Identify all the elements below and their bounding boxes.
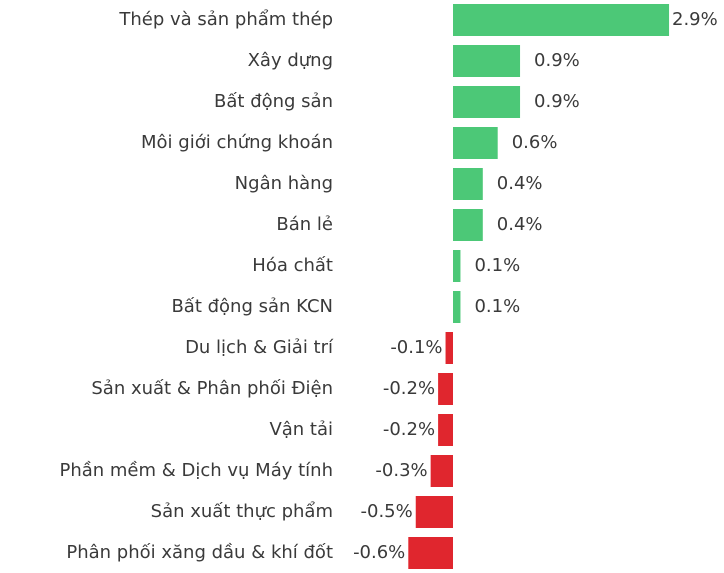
bar	[453, 168, 483, 200]
value-label: -0.2%	[383, 419, 435, 440]
bar	[408, 537, 453, 569]
category-label: Bán lẻ	[276, 214, 333, 235]
category-label: Du lịch & Giải trí	[185, 337, 334, 358]
value-label: 2.9%	[672, 9, 718, 30]
bar	[453, 127, 498, 159]
bar	[415, 496, 453, 528]
category-label: Ngân hàng	[235, 173, 333, 194]
value-label: -0.1%	[390, 337, 442, 358]
bar	[453, 86, 521, 118]
bar	[453, 209, 483, 241]
value-label: 0.1%	[474, 296, 520, 317]
category-label: Phân phối xăng dầu & khí đốt	[66, 542, 333, 563]
bar	[453, 45, 521, 77]
category-label: Bất động sản	[214, 91, 333, 112]
value-label: 0.4%	[497, 214, 543, 235]
value-label: -0.3%	[375, 460, 427, 481]
value-label: 0.1%	[474, 255, 520, 276]
value-label: -0.2%	[383, 378, 435, 399]
bar	[453, 250, 461, 282]
bar	[438, 414, 453, 446]
bar	[453, 291, 461, 323]
category-label: Sản xuất thực phẩm	[151, 501, 333, 522]
category-label: Môi giới chứng khoán	[141, 132, 333, 153]
category-label: Sản xuất & Phân phối Điện	[91, 378, 333, 399]
category-label: Thép và sản phẩm thép	[118, 9, 333, 30]
category-label: Bất động sản KCN	[171, 296, 333, 317]
bar	[453, 4, 670, 36]
value-label: -0.5%	[361, 501, 413, 522]
value-label: 0.9%	[534, 91, 580, 112]
bar	[445, 332, 453, 364]
bar	[438, 373, 453, 405]
value-label: 0.4%	[497, 173, 543, 194]
category-label: Vận tải	[269, 419, 333, 440]
category-label: Xây dựng	[248, 50, 333, 71]
bar	[430, 455, 453, 487]
value-label: -0.6%	[353, 542, 405, 563]
category-label: Hóa chất	[252, 255, 333, 276]
value-label: 0.9%	[534, 50, 580, 71]
value-label: 0.6%	[512, 132, 558, 153]
category-label: Phần mềm & Dịch vụ Máy tính	[59, 460, 333, 481]
